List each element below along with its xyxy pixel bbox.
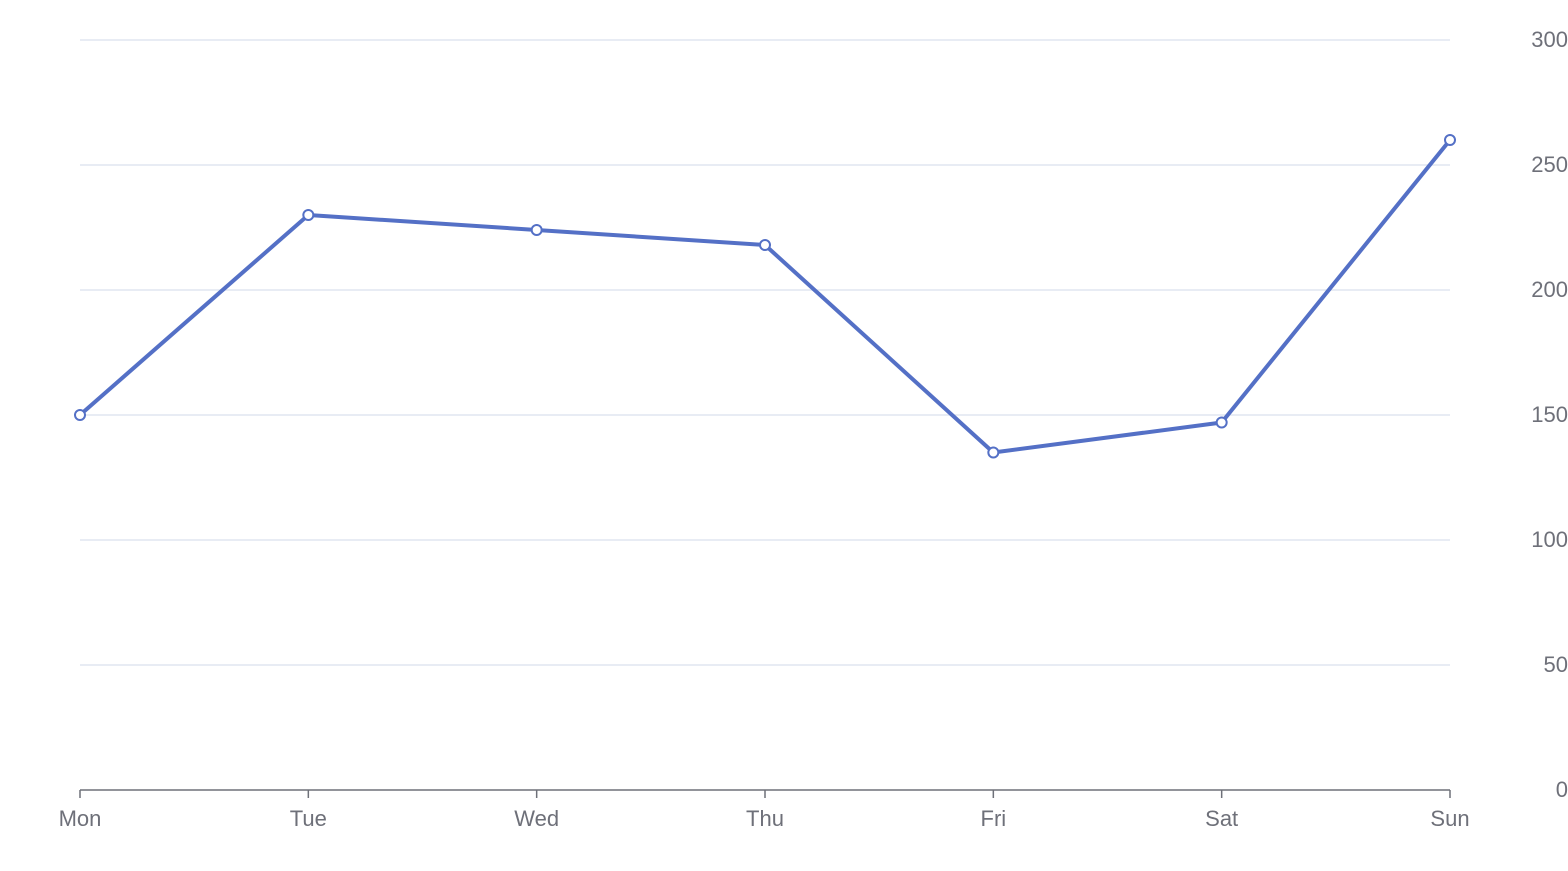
chart-svg [0,0,1568,866]
y-tick-label: 50 [1503,652,1568,678]
y-tick-label: 100 [1503,527,1568,553]
x-tick-label: Thu [746,806,784,832]
x-tick-label: Sat [1205,806,1238,832]
x-tick-label: Sun [1430,806,1469,832]
x-tick-label: Fri [981,806,1007,832]
x-tick-label: Wed [514,806,559,832]
y-tick-label: 0 [1503,777,1568,803]
y-tick-label: 300 [1503,27,1568,53]
x-tick-label: Tue [290,806,327,832]
x-tick-label: Mon [59,806,102,832]
y-tick-label: 150 [1503,402,1568,428]
y-tick-label: 200 [1503,277,1568,303]
line-chart: 0 50 100 150 200 250 300 Mon Tue Wed Thu Fri Sat Sun [0,0,1568,866]
y-tick-label: 250 [1503,152,1568,178]
